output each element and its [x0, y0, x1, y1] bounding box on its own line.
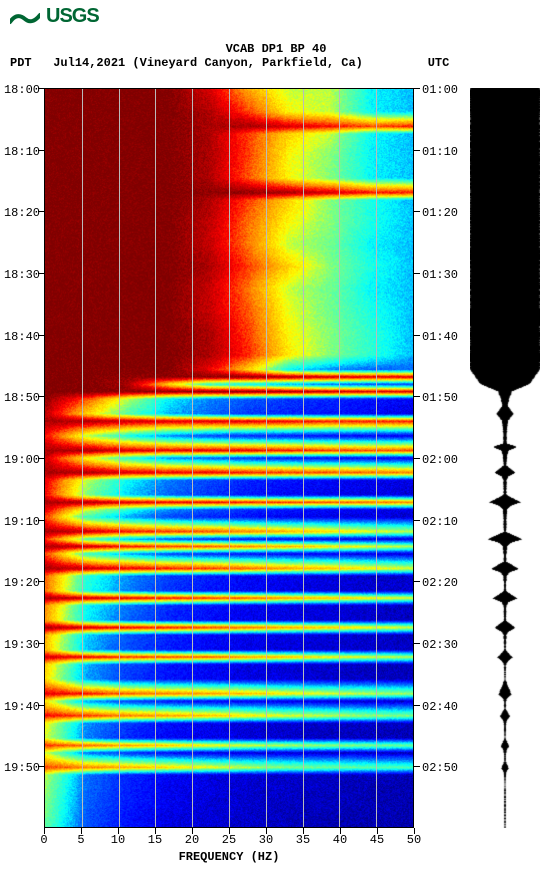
y-tick-right-label: 02:20 — [422, 576, 467, 590]
y-tick-mark — [38, 458, 44, 459]
y-tick-right-label: 01:10 — [422, 145, 467, 159]
y-tick-mark — [414, 766, 420, 767]
x-axis-label: FREQUENCY (HZ) — [44, 850, 414, 864]
chart-title: VCAB DP1 BP 40 — [0, 42, 552, 56]
x-tick-label: 40 — [333, 833, 347, 847]
x-tick-mark — [44, 828, 45, 834]
x-tick-label: 30 — [259, 833, 273, 847]
usgs-wave-icon — [10, 7, 40, 27]
waveform-trace-canvas — [470, 88, 540, 828]
date-location: Jul14,2021 (Vineyard Canyon, Parkfield, … — [53, 56, 363, 70]
y-tick-mark — [38, 88, 44, 89]
y-tick-mark — [414, 643, 420, 644]
x-tick-mark — [192, 828, 193, 834]
y-tick-right-label: 01:40 — [422, 330, 467, 344]
grid-line — [303, 89, 304, 827]
grid-line — [192, 89, 193, 827]
x-tick-mark — [81, 828, 82, 834]
grid-line — [376, 89, 377, 827]
y-tick-mark — [38, 643, 44, 644]
y-tick-mark — [414, 520, 420, 521]
y-tick-mark — [414, 335, 420, 336]
x-tick-mark — [118, 828, 119, 834]
y-tick-left-label: 18:30 — [0, 268, 40, 282]
x-tick-mark — [229, 828, 230, 834]
x-tick-mark — [377, 828, 378, 834]
x-tick-mark — [340, 828, 341, 834]
y-tick-left-label: 19:40 — [0, 700, 40, 714]
y-tick-left-label: 19:00 — [0, 453, 40, 467]
x-tick-mark — [266, 828, 267, 834]
grid-line — [339, 89, 340, 827]
y-tick-mark — [38, 211, 44, 212]
x-tick-label: 0 — [40, 833, 47, 847]
y-tick-mark — [38, 581, 44, 582]
y-tick-mark — [38, 396, 44, 397]
y-tick-right-label: 01:50 — [422, 391, 467, 405]
grid-line — [266, 89, 267, 827]
y-tick-left-label: 18:40 — [0, 330, 40, 344]
y-tick-left-label: 18:10 — [0, 145, 40, 159]
title-block: VCAB DP1 BP 40 PDT Jul14,2021 (Vineyard … — [0, 42, 552, 70]
tz-left: PDT — [10, 56, 32, 70]
x-tick-label: 50 — [407, 833, 421, 847]
grid-line — [119, 89, 120, 827]
y-tick-left-label: 19:10 — [0, 515, 40, 529]
grid-line — [82, 89, 83, 827]
y-tick-left-label: 18:00 — [0, 83, 40, 97]
tz-right: UTC — [428, 56, 450, 70]
chart-subtitle: PDT Jul14,2021 (Vineyard Canyon, Parkfie… — [0, 56, 552, 70]
y-tick-mark — [38, 520, 44, 521]
y-tick-mark — [414, 458, 420, 459]
waveform-trace — [470, 88, 540, 828]
y-tick-left-label: 18:20 — [0, 206, 40, 220]
x-tick-label: 20 — [185, 833, 199, 847]
y-tick-mark — [414, 581, 420, 582]
usgs-logo-text: USGS — [46, 5, 99, 28]
x-tick-label: 45 — [370, 833, 384, 847]
y-tick-right-label: 01:30 — [422, 268, 467, 282]
y-tick-right-label: 02:00 — [422, 453, 467, 467]
y-tick-right-label: 02:30 — [422, 638, 467, 652]
y-tick-mark — [38, 335, 44, 336]
y-tick-mark — [38, 705, 44, 706]
grid-line — [155, 89, 156, 827]
y-tick-mark — [414, 88, 420, 89]
y-tick-left-label: 19:50 — [0, 761, 40, 775]
y-tick-mark — [414, 705, 420, 706]
y-tick-mark — [38, 766, 44, 767]
spectrogram-plot — [44, 88, 414, 828]
x-tick-mark — [303, 828, 304, 834]
y-tick-mark — [414, 150, 420, 151]
y-tick-right-label: 02:50 — [422, 761, 467, 775]
usgs-logo: USGS — [10, 5, 99, 28]
y-tick-left-label: 19:20 — [0, 576, 40, 590]
y-tick-right-label: 02:10 — [422, 515, 467, 529]
y-tick-mark — [414, 211, 420, 212]
y-tick-right-label: 02:40 — [422, 700, 467, 714]
x-tick-mark — [155, 828, 156, 834]
x-tick-label: 35 — [296, 833, 310, 847]
x-tick-label: 5 — [77, 833, 84, 847]
y-tick-mark — [38, 273, 44, 274]
x-tick-mark — [414, 828, 415, 834]
grid-line — [229, 89, 230, 827]
y-tick-mark — [38, 150, 44, 151]
x-tick-label: 15 — [148, 833, 162, 847]
y-tick-left-label: 18:50 — [0, 391, 40, 405]
y-tick-mark — [414, 396, 420, 397]
y-tick-right-label: 01:00 — [422, 83, 467, 97]
x-tick-label: 10 — [111, 833, 125, 847]
y-tick-mark — [414, 273, 420, 274]
x-tick-label: 25 — [222, 833, 236, 847]
y-tick-right-label: 01:20 — [422, 206, 467, 220]
y-tick-left-label: 19:30 — [0, 638, 40, 652]
